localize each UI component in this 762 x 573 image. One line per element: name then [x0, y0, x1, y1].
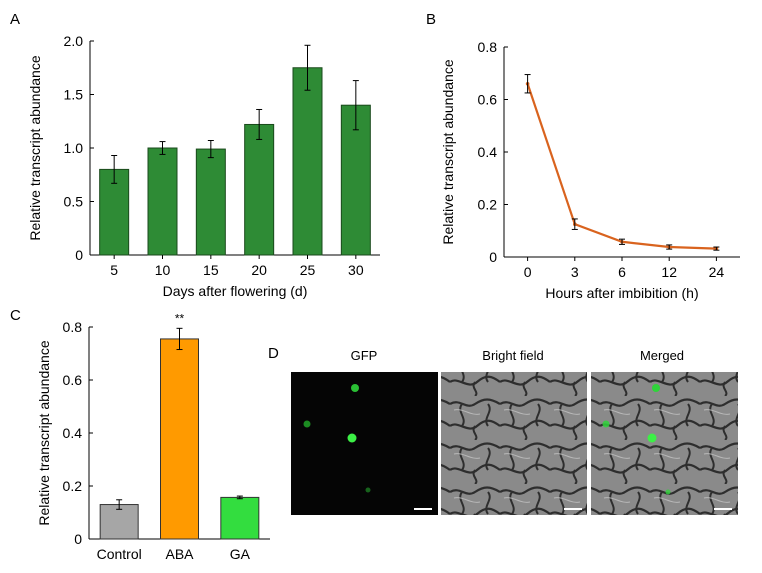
x-tick-label: 20 — [251, 262, 267, 278]
gfp-nucleus — [303, 420, 311, 428]
gfp-nucleus — [665, 489, 671, 495]
scale-bar — [714, 508, 732, 510]
y-tick-label: 0.2 — [63, 478, 83, 494]
bar — [220, 496, 260, 540]
y-tick-label: 2.0 — [64, 33, 84, 49]
y-axis-label: Relative transcript abundance — [440, 59, 456, 244]
x-tick-label: 12 — [661, 264, 677, 280]
x-tick-label: Control — [97, 546, 142, 562]
chart-b: 0 0.2 0.4 0.6 0.8 Relative transcript abundan… — [440, 39, 740, 301]
y-tick-label: 0.2 — [478, 197, 498, 213]
panel-letter-c: C — [10, 307, 21, 324]
bar — [292, 67, 323, 256]
panel-letter-b: B — [426, 11, 436, 28]
gfp-image — [291, 372, 438, 515]
gfp-nucleus — [602, 420, 610, 428]
y-tick-label: 0.6 — [63, 372, 83, 388]
x-tick-label: 5 — [110, 262, 118, 278]
x-tick-label: 15 — [203, 262, 219, 278]
gfp-nucleus — [347, 433, 357, 443]
y-axis-label: Relative transcript abundance — [36, 340, 52, 525]
merged-image-label: Merged — [640, 348, 684, 363]
gfp-nucleus — [365, 487, 371, 493]
significance-label: ** — [175, 311, 185, 325]
y-axis-label: Relative transcript abundance — [27, 55, 43, 240]
bar — [195, 148, 226, 256]
gfp-nucleus — [351, 384, 359, 392]
x-tick-label: 10 — [155, 262, 171, 278]
y-tick-label: 0.4 — [63, 425, 83, 441]
bright-field-image-label: Bright field — [482, 348, 543, 363]
x-tick-label: 6 — [618, 264, 626, 280]
y-tick-label: 0 — [75, 247, 83, 263]
y-tick-label: 0.5 — [64, 194, 84, 210]
merged-image — [591, 372, 738, 515]
bar — [160, 338, 199, 540]
x-tick-label: 3 — [571, 264, 579, 280]
x-tick-label: 25 — [300, 262, 316, 278]
gfp-nucleus — [652, 384, 660, 392]
y-tick-label: 0.4 — [478, 144, 498, 160]
y-tick-label: 1.0 — [64, 140, 84, 156]
x-tick-label: GA — [230, 546, 251, 562]
series-line — [526, 83, 717, 250]
y-tick-label: 0 — [74, 531, 82, 547]
bar — [244, 123, 275, 256]
gfp-image-label: GFP — [351, 348, 378, 363]
panel-letter-a: A — [10, 11, 20, 28]
scale-bar — [414, 508, 432, 510]
scale-bar — [564, 508, 582, 510]
gfp-nucleus — [647, 433, 657, 443]
x-axis-label: Hours after imbibition (h) — [545, 285, 698, 301]
x-tick-label: 0 — [524, 264, 532, 280]
x-tick-label: 30 — [348, 262, 364, 278]
bar — [147, 147, 178, 256]
microscopy-panel: GFP Bright field Merged — [291, 348, 738, 515]
y-tick-label: 0.6 — [478, 92, 498, 108]
y-tick-label: 0.8 — [478, 39, 498, 55]
x-tick-label: 24 — [709, 264, 725, 280]
chart-c: 0 0.2 0.4 0.6 0.8 Relative transcript abundan… — [36, 311, 270, 562]
y-tick-label: 1.5 — [64, 87, 84, 103]
y-tick-label: 0.8 — [63, 319, 83, 335]
bar — [99, 504, 139, 540]
chart-a: 0 0.5 1.0 1.5 2.0 Relative transcript abundan… — [27, 33, 380, 299]
panel-letter-d: D — [268, 345, 279, 362]
bright-field-image — [441, 372, 587, 515]
x-axis-label: Days after flowering (d) — [163, 283, 308, 299]
x-tick-label: ABA — [165, 546, 194, 562]
y-tick-label: 0 — [489, 249, 497, 265]
